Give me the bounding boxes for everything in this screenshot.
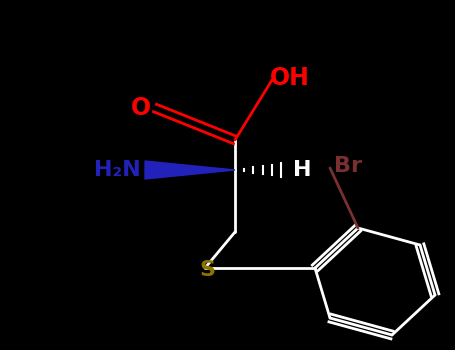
Polygon shape xyxy=(145,161,235,179)
Text: S: S xyxy=(199,260,215,280)
Text: O: O xyxy=(131,96,151,120)
Text: H: H xyxy=(293,160,311,180)
Text: H₂N: H₂N xyxy=(94,160,141,180)
Text: OH: OH xyxy=(270,66,310,90)
Text: Br: Br xyxy=(334,156,362,176)
